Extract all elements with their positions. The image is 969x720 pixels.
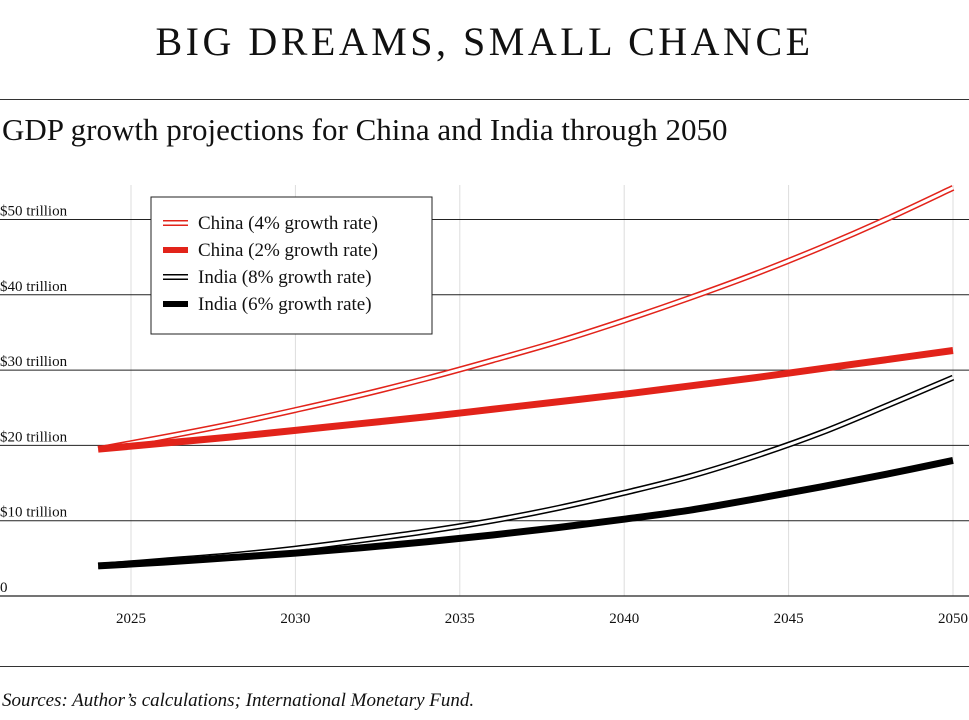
y-tick-label: $50 trillion xyxy=(0,204,68,220)
x-tick-label: 2025 xyxy=(116,611,146,627)
legend: China (4% growth rate) China (2% growth r… xyxy=(150,196,433,335)
x-axis-labels: 2025 2030 2035 2040 2045 2050 xyxy=(116,611,968,627)
top-divider xyxy=(0,99,969,100)
x-tick-label: 2050 xyxy=(938,611,968,627)
legend-box xyxy=(150,196,433,335)
source-note: Sources: Author’s calculations; Internat… xyxy=(2,690,475,711)
y-tick-label: $10 trillion xyxy=(0,505,68,521)
legend-label: India (8% growth rate) xyxy=(198,267,372,288)
x-tick-label: 2030 xyxy=(280,611,310,627)
x-tick-label: 2040 xyxy=(609,611,639,627)
series-line-1 xyxy=(97,347,954,453)
bottom-divider xyxy=(0,666,969,667)
chart-subtitle: GDP growth projections for China and Ind… xyxy=(2,112,728,147)
y-tick-label: $30 trillion xyxy=(0,354,68,370)
chart-area: 0 $10 trillion $20 trillion $30 trillion $40… xyxy=(0,185,969,627)
y-axis-labels: 0 $10 trillion $20 trillion $30 trillion $40… xyxy=(0,204,68,597)
y-tick-label: $20 trillion xyxy=(0,429,68,445)
x-tick-label: 2035 xyxy=(445,611,475,627)
series-line-3 xyxy=(97,457,954,570)
y-tick-label: 0 xyxy=(0,580,8,596)
legend-label: India (6% growth rate) xyxy=(198,294,372,315)
headline: BIG DREAMS, SMALL CHANCE xyxy=(155,19,814,64)
y-tick-label: $40 trillion xyxy=(0,279,68,295)
legend-label: China (4% growth rate) xyxy=(198,213,378,234)
x-tick-label: 2045 xyxy=(774,611,804,627)
series-lines xyxy=(97,185,955,570)
series-line-0-inner xyxy=(97,186,954,451)
legend-label: China (2% growth rate) xyxy=(198,240,378,261)
